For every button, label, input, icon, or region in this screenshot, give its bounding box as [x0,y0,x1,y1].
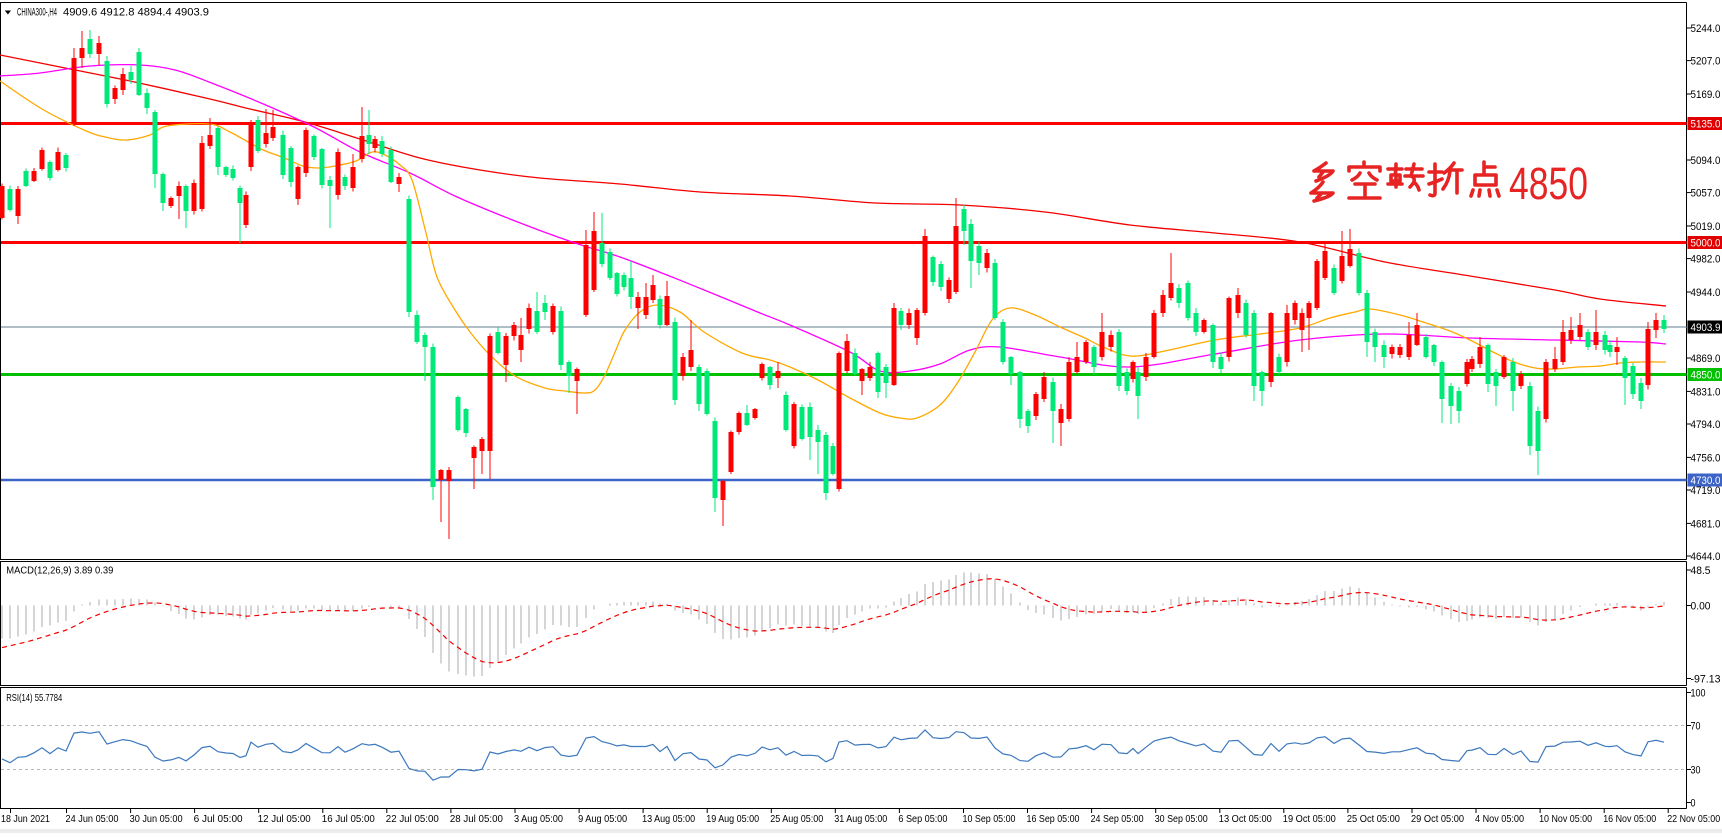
svg-text:4982.0: 4982.0 [1691,254,1721,266]
svg-text:4869.0: 4869.0 [1691,353,1721,365]
svg-text:12 Jul 05:00: 12 Jul 05:00 [258,813,311,825]
svg-text:3 Aug 05:00: 3 Aug 05:00 [514,813,563,825]
svg-text:4756.0: 4756.0 [1691,452,1721,464]
svg-text:22 Nov 05:00: 22 Nov 05:00 [1667,813,1720,825]
svg-text:24 Sep 05:00: 24 Sep 05:00 [1091,813,1144,825]
svg-text:0.00: 0.00 [1691,601,1711,613]
svg-text:5057.0: 5057.0 [1691,188,1721,200]
svg-text:5207.0: 5207.0 [1691,56,1721,68]
svg-text:25 Oct 05:00: 25 Oct 05:00 [1347,813,1400,825]
svg-text:30 Sep 05:00: 30 Sep 05:00 [1155,813,1208,825]
svg-text:10 Sep 05:00: 10 Sep 05:00 [963,813,1016,825]
svg-text:4681.0: 4681.0 [1691,518,1721,530]
svg-text:22 Jul 05:00: 22 Jul 05:00 [386,813,439,825]
svg-text:9 Aug 05:00: 9 Aug 05:00 [578,813,627,825]
svg-text:4831.0: 4831.0 [1691,386,1721,398]
svg-text:4903.9: 4903.9 [1691,322,1721,334]
svg-text:16 Nov 05:00: 16 Nov 05:00 [1603,813,1656,825]
svg-text:24 Jun 05:00: 24 Jun 05:00 [66,813,119,825]
svg-text:18 Jun 2021: 18 Jun 2021 [1,813,50,825]
svg-text:70: 70 [1691,721,1701,733]
svg-text:19 Oct 05:00: 19 Oct 05:00 [1283,813,1336,825]
svg-text:30: 30 [1691,765,1701,777]
svg-text:5019.0: 5019.0 [1691,221,1721,233]
svg-text:4794.0: 4794.0 [1691,419,1721,431]
svg-text:4909.6 4912.8 4894.4 4903.9: 4909.6 4912.8 4894.4 4903.9 [63,7,209,19]
svg-text:6 Jul 05:00: 6 Jul 05:00 [194,813,243,825]
svg-text:MACD(12,26,9) 3.89 0.39: MACD(12,26,9) 3.89 0.39 [6,565,113,577]
svg-text:29 Oct 05:00: 29 Oct 05:00 [1411,813,1464,825]
svg-text:-97.13: -97.13 [1691,674,1721,686]
svg-text:28 Jul 05:00: 28 Jul 05:00 [450,813,503,825]
svg-text:48.5: 48.5 [1691,565,1711,577]
svg-text:4850.0: 4850.0 [1691,370,1721,382]
svg-text:5094.0: 5094.0 [1691,155,1721,167]
svg-text:CHINA300-,H4: CHINA300-,H4 [17,7,57,19]
svg-text:100: 100 [1691,688,1706,700]
svg-text:5244.0: 5244.0 [1691,23,1721,35]
svg-text:4644.0: 4644.0 [1691,551,1721,563]
svg-text:31 Aug 05:00: 31 Aug 05:00 [834,813,887,825]
svg-text:0: 0 [1691,798,1696,810]
svg-text:19 Aug 05:00: 19 Aug 05:00 [706,813,759,825]
svg-text:4944.0: 4944.0 [1691,287,1721,299]
svg-text:5169.0: 5169.0 [1691,89,1721,101]
svg-text:RSI(14) 55.7784: RSI(14) 55.7784 [6,692,62,704]
svg-text:4 Nov 05:00: 4 Nov 05:00 [1475,813,1524,825]
svg-text:30 Jun 05:00: 30 Jun 05:00 [130,813,183,825]
svg-text:4850: 4850 [1509,158,1588,209]
svg-text:25 Aug 05:00: 25 Aug 05:00 [770,813,823,825]
svg-text:4730.0: 4730.0 [1691,475,1721,487]
svg-text:16 Jul 05:00: 16 Jul 05:00 [322,813,375,825]
svg-text:5135.0: 5135.0 [1691,119,1721,131]
svg-text:16 Sep 05:00: 16 Sep 05:00 [1027,813,1080,825]
svg-text:5000.0: 5000.0 [1691,238,1721,250]
svg-text:6 Sep 05:00: 6 Sep 05:00 [898,813,947,825]
svg-text:13 Oct 05:00: 13 Oct 05:00 [1219,813,1272,825]
svg-text:10 Nov 05:00: 10 Nov 05:00 [1539,813,1592,825]
svg-text:13 Aug 05:00: 13 Aug 05:00 [642,813,695,825]
